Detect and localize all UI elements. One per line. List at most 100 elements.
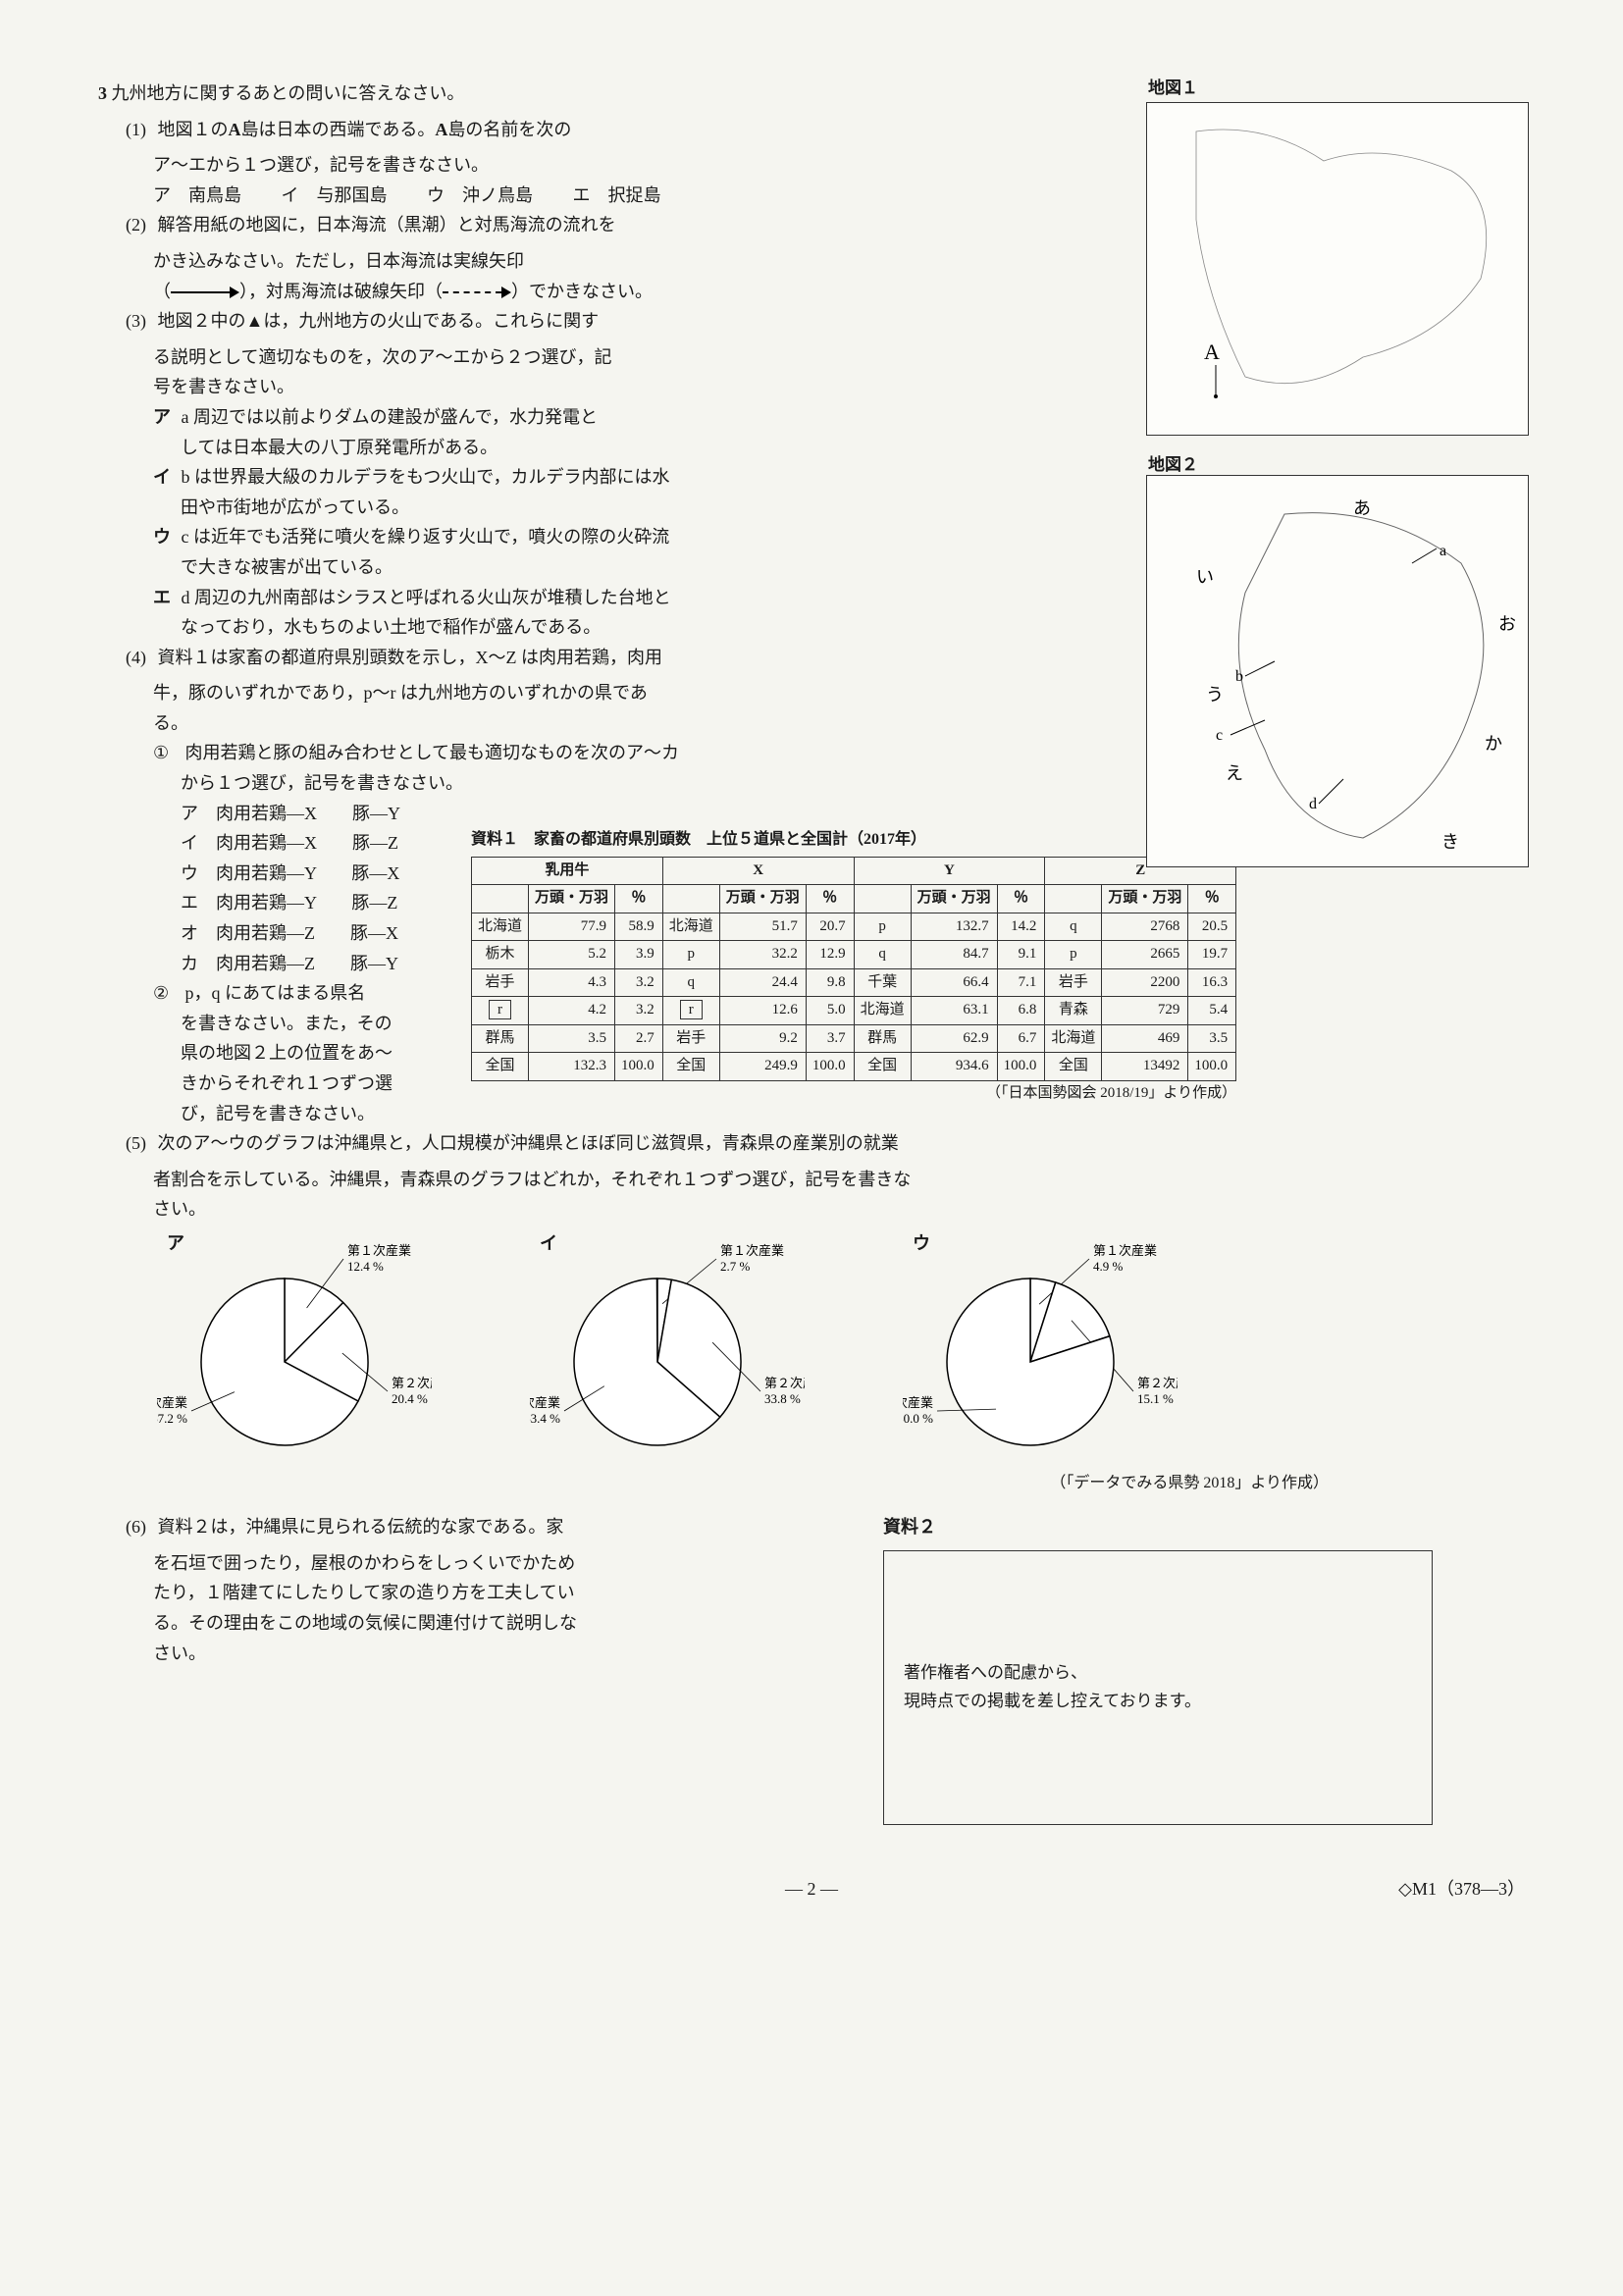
table-cell: 66.4 [911, 968, 997, 997]
map1-label: 地図１ [1148, 75, 1198, 103]
table-cell: 100.0 [997, 1053, 1045, 1081]
q3-choice-e: エ d 周辺の九州南部はシラスと呼ばれる火山灰が堆積した台地と [98, 583, 1138, 613]
q1-t1: 地図１の [158, 120, 229, 139]
table-cell: 5.4 [1188, 997, 1236, 1025]
table-cell: 729 [1102, 997, 1188, 1025]
q4s2-t4: きからそれぞれ１つずつ選 [98, 1069, 451, 1099]
table-cell: 77.9 [529, 913, 615, 941]
table-cell: 20.7 [806, 913, 854, 941]
q2: (2) 解答用紙の地図に，日本海流（黒潮）と対馬海流の流れを [98, 210, 1040, 240]
th-p3: ％ [997, 885, 1045, 913]
footer-code: ◇M1（378―3） [1398, 1874, 1525, 1905]
footer-page: ― 2 ― [785, 1879, 838, 1899]
svg-text:か: か [1485, 734, 1502, 754]
q3i-label: イ [153, 462, 171, 493]
table-cell: 北海道 [472, 913, 529, 941]
table-cell: 58.9 [615, 913, 663, 941]
table-cell: 岩手 [1045, 968, 1102, 997]
q2-line2: かき込みなさい。ただし，日本海流は実線矢印 [98, 246, 1040, 277]
q3e-t1: d 周辺の九州南部はシラスと呼ばれる火山灰が堆積した台地と [182, 588, 671, 607]
resource2-label: 資料２ [883, 1512, 1433, 1542]
solid-arrow-line [171, 282, 230, 301]
q3-t3: 号を書きなさい。 [98, 372, 1040, 402]
th-u1: 万頭・万羽 [529, 885, 615, 913]
q1-line2: ア～エから１つ選び，記号を書きなさい。 [98, 150, 1040, 181]
q6-t2: を石垣で囲ったり，屋根のかわらをしっくいでかため [98, 1548, 864, 1579]
q6-t4: る。その理由をこの地域の気候に関連付けて説明しな [98, 1608, 864, 1639]
table-cell: 岩手 [472, 968, 529, 997]
table-cell: 2.7 [615, 1024, 663, 1053]
q4-sub2: ② p，q にあてはまる県名 [98, 978, 451, 1009]
q3u-label: ウ [153, 522, 171, 552]
pie-a-label: ア [167, 1228, 184, 1259]
q5-t3: さい。 [98, 1194, 1531, 1225]
table-cell: p [854, 913, 911, 941]
pie-slice-pct: 4.9 % [1093, 1259, 1124, 1274]
q3a-t2: しては日本最大の八丁原発電所がある。 [98, 433, 1040, 463]
q2-num: (2) [126, 210, 153, 240]
q1-t2: 島は日本の西端である。 [241, 120, 436, 139]
solid-arrow-head [230, 287, 239, 298]
th-u3: 万頭・万羽 [911, 885, 997, 913]
table-cell: 北海道 [662, 913, 719, 941]
map2-box: あ a い お う b c え か d き [1146, 475, 1529, 867]
table-cell: 3.2 [615, 997, 663, 1025]
table-cell: 100.0 [1188, 1053, 1236, 1081]
pie-slice-pct: 33.8 % [764, 1391, 801, 1406]
q4-ch-ka: カ 肉用若鶏―Z 豚―Y [98, 949, 451, 979]
table-cell: r [662, 997, 719, 1025]
q1-b2: A [435, 120, 447, 139]
r2-t2: 現時点での掲載を差し控えております。 [904, 1688, 1412, 1716]
q4-ch-a: ア 肉用若鶏―X 豚―Y [98, 799, 451, 829]
table1-wrap: 資料１ 家畜の都道府県別頭数 上位５道県と全国計（2017年） 乳用牛 X Y … [471, 826, 1236, 1107]
pie-u-label: ウ [913, 1228, 930, 1259]
th-p4: ％ [1188, 885, 1236, 913]
q3-t2: る説明として適切なものを，次のア～エから２つ選び，記 [98, 342, 1040, 373]
q3: (3) 地図２中の▲は，九州地方の火山である。これらに関す [98, 306, 1040, 337]
table-cell: 12.9 [806, 941, 854, 969]
q3u-t1: c は近年でも活発に噴火を繰り返す火山で，噴火の際の火砕流 [182, 527, 670, 547]
table-cell: 9.8 [806, 968, 854, 997]
map2-svg: あ a い お う b c え か d き [1147, 475, 1528, 867]
table-cell: 全国 [662, 1053, 719, 1081]
table-cell: 24.4 [719, 968, 806, 997]
svg-text:a: a [1440, 543, 1446, 559]
table-cell: 9.1 [997, 941, 1045, 969]
pie-slice-name: 第２次産業 [764, 1376, 805, 1390]
q6: (6) 資料２は，沖縄県に見られる伝統的な家である。家 [98, 1512, 864, 1542]
pie-slice-pct: 15.1 % [1137, 1391, 1174, 1406]
r2-t1: 著作権者への配慮から、 [904, 1659, 1412, 1688]
table-cell: 249.9 [719, 1053, 806, 1081]
th-cow: 乳用牛 [472, 857, 663, 885]
th-y: Y [854, 857, 1045, 885]
q3-choice-a: ア a 周辺では以前よりダムの建設が盛んで，水力発電と [98, 402, 1040, 433]
q2-line3: （），対馬海流は破線矢印（）でかきなさい。 [98, 277, 1040, 307]
pie-slice-name: 第３次産業 [903, 1395, 933, 1410]
table-cell: 934.6 [911, 1053, 997, 1081]
table-cell: 3.7 [806, 1024, 854, 1053]
table-cell: 14.2 [997, 913, 1045, 941]
table-cell: 2665 [1102, 941, 1188, 969]
q4-ch-o: オ 肉用若鶏―Z 豚―X [98, 918, 451, 949]
table-cell: 栃木 [472, 941, 529, 969]
table-cell: 全国 [854, 1053, 911, 1081]
svg-text:お: お [1498, 614, 1516, 634]
pie-a-svg: 第１次産業12.4 %第２次産業20.4 %第３次産業67.2 % [157, 1234, 432, 1470]
q1-t3: 島の名前を次の [447, 120, 571, 139]
q5-num: (5) [126, 1128, 153, 1159]
table-cell: 全国 [1045, 1053, 1102, 1081]
q6-t1: 資料２は，沖縄県に見られる伝統的な家である。家 [158, 1517, 564, 1537]
table-cell: 100.0 [615, 1053, 663, 1081]
q2-t1: 解答用紙の地図に，日本海流（黒潮）と対馬海流の流れを [158, 215, 616, 235]
q3a-label: ア [153, 402, 171, 433]
q5-t1: 次のア～ウのグラフは沖縄県と，人口規模が沖縄県とほぼ同じ滋賀県，青森県の産業別の… [158, 1133, 899, 1153]
table-cell: 千葉 [854, 968, 911, 997]
table-cell: 4.2 [529, 997, 615, 1025]
q4-sub1: ① 肉用若鶏と豚の組み合わせとして最も適切なものを次のア～カ [98, 738, 1138, 768]
svg-text:あ: あ [1353, 498, 1371, 518]
table1-source: （「日本国勢図会 2018/19」より作成） [471, 1081, 1236, 1107]
table-cell: p [1045, 941, 1102, 969]
th-x: X [662, 857, 854, 885]
table-cell: 3.5 [1188, 1024, 1236, 1053]
pie-u-svg: 第１次産業4.9 %第２次産業15.1 %第３次産業80.0 % [903, 1234, 1178, 1470]
